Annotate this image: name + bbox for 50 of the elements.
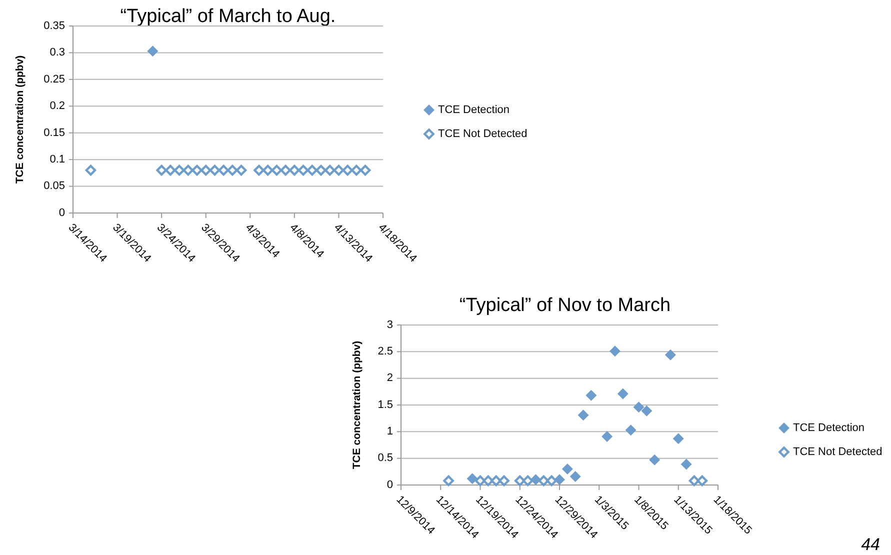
y-tick-label: 0.2 xyxy=(50,100,65,112)
point xyxy=(609,346,620,357)
y-tick-label: 0.1 xyxy=(50,153,65,166)
y-tick-label: 0.35 xyxy=(44,20,65,32)
y-tick-label: 0 xyxy=(386,478,393,491)
legend-label: TCE Not Detected xyxy=(438,128,528,140)
legend-label: TCE Detection xyxy=(793,422,865,434)
chart-title: “Typical” of Nov to March xyxy=(459,295,671,316)
point xyxy=(602,430,613,442)
y-tick-label: 0.15 xyxy=(44,126,65,139)
y-tick-label: 2.5 xyxy=(378,346,393,358)
point xyxy=(522,475,534,486)
point xyxy=(641,405,652,416)
y-tick-label: 1 xyxy=(386,426,393,438)
point xyxy=(578,410,589,421)
point xyxy=(490,475,502,486)
chart-title: “Typical” of March to Aug. xyxy=(120,6,336,27)
y-tick-label: 0.25 xyxy=(44,73,65,86)
y-axis-title: TCE concentration (ppbv) xyxy=(350,340,363,470)
point xyxy=(562,464,573,474)
y-tick-label: 0.05 xyxy=(44,180,65,192)
point xyxy=(538,475,550,486)
point xyxy=(696,475,708,486)
point xyxy=(443,475,454,486)
point xyxy=(688,475,700,486)
legend-label: TCE Not Detected xyxy=(793,446,882,458)
point xyxy=(514,475,526,486)
point xyxy=(482,475,494,486)
y-tick-label: 3 xyxy=(386,318,393,331)
y-axis-title: TCE concentration (ppbv) xyxy=(14,55,26,184)
y-tick-label: 0.3 xyxy=(50,46,65,59)
point xyxy=(633,402,644,413)
point xyxy=(617,388,628,400)
point xyxy=(546,475,557,486)
y-tick-label: 2 xyxy=(386,372,393,384)
text: 44 xyxy=(861,535,880,554)
point xyxy=(625,424,636,436)
point xyxy=(474,475,486,486)
point xyxy=(649,454,660,466)
point xyxy=(664,349,676,360)
y-tick-label: 1.5 xyxy=(378,398,393,411)
y-tick-label: 0.5 xyxy=(378,452,393,464)
point xyxy=(466,473,478,484)
point xyxy=(586,390,597,401)
point xyxy=(498,475,510,486)
legend-label: TCE Detection xyxy=(438,104,510,116)
point xyxy=(672,433,684,444)
point xyxy=(680,458,692,470)
y-tick-label: 0 xyxy=(58,206,65,219)
point xyxy=(570,470,581,482)
